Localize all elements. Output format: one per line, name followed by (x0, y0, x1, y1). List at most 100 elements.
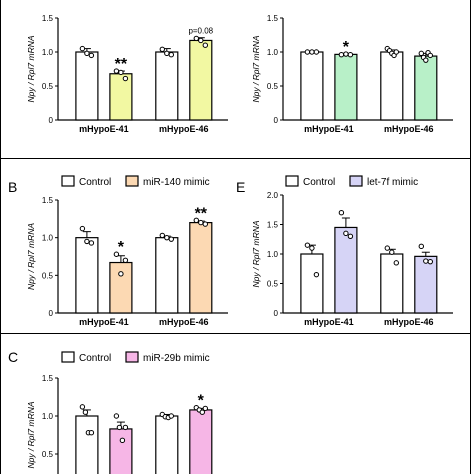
bar-mimic (189, 409, 213, 474)
data-point (88, 52, 95, 59)
bar-control (380, 51, 404, 121)
bar-control (75, 51, 99, 121)
bar-mimic (334, 53, 358, 121)
data-point (384, 245, 390, 251)
data-point (118, 271, 124, 277)
data-point (347, 233, 354, 240)
significance-marker: ** (115, 56, 128, 73)
y-tick-label: 1.0 (42, 48, 54, 57)
significance-marker: * (118, 239, 125, 256)
bar-control (300, 253, 324, 314)
data-point (343, 230, 349, 237)
legend-swatch-mimic (125, 351, 139, 363)
y-axis-label: Npy / Rpl7 mRNA (26, 401, 36, 468)
bar-mimic (109, 428, 133, 474)
data-point (418, 50, 424, 57)
y-tick-label: 0 (49, 309, 54, 318)
y-tick-label: 1.0 (267, 250, 279, 259)
data-point (116, 424, 123, 431)
chart-panel-1: 0 0.5 1.0 1.5 Npy / Rpl7 mRNA mHypoE-41 mHypoE… (251, 14, 453, 134)
y-tick-label: 1.5 (267, 221, 279, 230)
data-point (198, 37, 204, 44)
data-point (393, 49, 399, 55)
legend-swatch-control (285, 175, 299, 187)
significance-marker: * (198, 393, 205, 410)
data-point (427, 258, 433, 265)
data-point (313, 271, 320, 278)
p-value-label: p=0.08 (188, 27, 213, 36)
data-point (79, 45, 86, 52)
data-point (118, 69, 124, 76)
data-point (159, 232, 166, 239)
legend-swatch-mimic (125, 175, 139, 187)
y-axis-label: Npy / Rpl7 mRNA (251, 35, 261, 102)
y-tick-label: 0.5 (42, 271, 54, 280)
data-point (313, 49, 320, 55)
significance-marker: * (343, 39, 350, 56)
panel-label: C (8, 349, 18, 365)
bar-control (75, 237, 99, 314)
legend-label: Control (79, 177, 111, 188)
data-point (198, 219, 204, 226)
panel-label: B (8, 179, 17, 195)
data-point (122, 257, 129, 263)
bar-mimic (109, 73, 133, 121)
bar-control (300, 51, 324, 121)
bar-control (75, 415, 99, 474)
data-point (113, 251, 120, 257)
data-point (427, 52, 433, 59)
data-point (389, 249, 395, 255)
x-tick-label: mHypoE-41 (304, 317, 354, 327)
y-tick-label: 1.0 (267, 48, 279, 57)
y-tick-label: 1.5 (267, 14, 279, 23)
legend-label: miR-140 mimic (143, 177, 210, 188)
data-point (309, 49, 315, 55)
data-point (304, 49, 311, 55)
y-tick-label: 1.5 (42, 374, 54, 383)
chart-panel-3: E Control let-7f mimic 0 0.5 1.0 1.5 2.0 Npy / R… (236, 175, 453, 327)
bar-mimic (334, 226, 358, 314)
data-point (122, 75, 129, 82)
y-tick-label: 0.5 (42, 450, 54, 459)
chart-panel-0: 0 0.5 1.0 1.5 Npy / Rpl7 mRNA mHypoE-41 mHypoE… (26, 14, 228, 134)
x-tick-label: mHypoE-41 (79, 124, 129, 134)
data-point (79, 404, 86, 410)
legend-swatch-mimic (349, 175, 363, 187)
data-point (79, 225, 86, 232)
data-point (113, 413, 120, 419)
y-tick-label: 0.5 (267, 82, 279, 91)
significance-marker: ** (195, 205, 208, 222)
y-tick-label: 1.0 (42, 412, 54, 421)
data-point (122, 424, 129, 431)
data-point (418, 243, 424, 250)
bar-mimic (414, 55, 438, 121)
data-point (202, 405, 209, 412)
y-axis-label: Npy / Rpl7 mRNA (251, 220, 261, 287)
y-tick-label: 0 (274, 309, 279, 318)
y-tick-label: 0 (274, 116, 279, 125)
y-tick-label: 0 (49, 116, 54, 125)
legend-swatch-control (61, 351, 75, 363)
data-point (304, 242, 311, 248)
y-tick-label: 1.0 (42, 234, 54, 243)
y-tick-label: 1.5 (42, 14, 54, 23)
bar-mimic (189, 39, 213, 121)
legend-label: let-7f mimic (367, 177, 418, 188)
data-point (168, 236, 175, 242)
data-point (82, 409, 89, 415)
y-tick-label: 2.0 (267, 191, 279, 200)
data-point (88, 430, 95, 436)
data-point (393, 260, 399, 266)
data-point (84, 238, 90, 245)
data-point (164, 234, 170, 241)
data-point (193, 217, 200, 224)
data-point (199, 409, 206, 415)
data-point (202, 221, 209, 227)
bar-control (155, 51, 179, 121)
data-point (168, 52, 175, 58)
y-tick-label: 0.5 (267, 280, 279, 289)
data-point (164, 50, 170, 57)
data-point (159, 46, 166, 52)
y-axis-label: Npy / Rpl7 mRNA (26, 35, 36, 102)
